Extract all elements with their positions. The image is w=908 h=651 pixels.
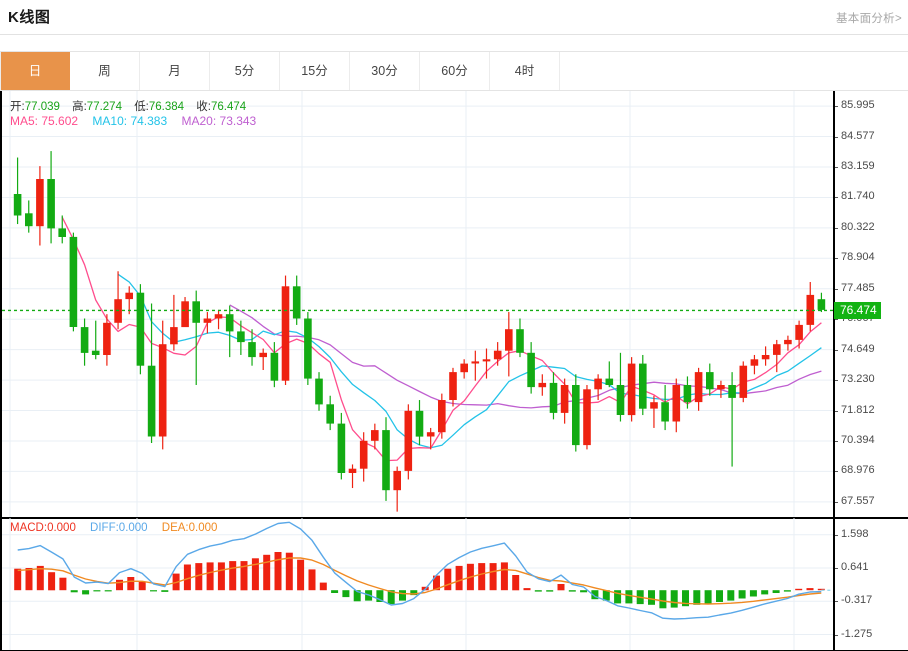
tab-30min[interactable]: 30分	[350, 52, 420, 90]
dea-value: 0.000	[188, 522, 218, 534]
tab-15min[interactable]: 15分	[280, 52, 350, 90]
header-divider	[0, 34, 908, 35]
price-axis-label: 73.230	[841, 373, 875, 386]
price-axis-label: 70.394	[841, 433, 875, 446]
tab-day[interactable]: 日	[0, 52, 70, 90]
ma10-value: 74.383	[130, 114, 168, 128]
fundamental-analysis-link[interactable]: 基本面分析>	[835, 13, 902, 25]
period-tab-bar: 日周月 5分 15分 30分 60分 4时	[0, 51, 908, 91]
widget-header: K线图 基本面分析>	[0, 0, 908, 35]
macd-label: MACD:	[10, 522, 48, 534]
macd-axis-label: -1.275	[841, 627, 873, 640]
price-axis-label: 81.740	[841, 190, 875, 203]
price-axis-tick	[833, 288, 838, 290]
price-axis-tick	[833, 136, 838, 138]
diff-label: DIFF:	[90, 522, 119, 534]
price-axis-tick	[833, 440, 838, 442]
chart-left-border	[0, 91, 2, 651]
tab-60min[interactable]: 60分	[420, 52, 490, 90]
dea-label: DEA:	[161, 522, 189, 534]
macd-axis-label: 0.641	[841, 560, 869, 573]
candlestick-canvas[interactable]	[0, 91, 908, 517]
open-value: 77.039	[24, 101, 60, 113]
price-axis-tick	[833, 471, 838, 473]
price-axis-tick	[833, 166, 838, 168]
price-axis-label: 74.649	[841, 342, 875, 355]
page-title: K线图	[8, 9, 51, 26]
chart-area: 开:77.039 高:77.274 低:76.384 收:76.474 MA5:…	[0, 91, 908, 651]
pane-separator	[0, 517, 908, 519]
ma5-label: MA5:	[10, 114, 39, 128]
high-label: 高:	[72, 101, 87, 113]
price-axis-tick	[833, 227, 838, 229]
low-label: 低:	[134, 101, 149, 113]
tab-bar-filler	[560, 52, 908, 90]
price-axis-label: 84.577	[841, 129, 875, 142]
macd-canvas[interactable]	[0, 518, 908, 651]
price-axis-tick	[833, 380, 838, 382]
ma10-label: MA10:	[92, 114, 128, 128]
macd-axis-tick	[833, 567, 838, 569]
price-axis-tick	[833, 319, 838, 321]
last-price-badge: 76.474	[834, 301, 881, 319]
open-label: 开:	[10, 101, 25, 113]
price-pane: 开:77.039 高:77.274 低:76.384 收:76.474 MA5:…	[0, 91, 908, 517]
axis-divider	[833, 91, 835, 651]
price-axis-label: 78.904	[841, 251, 875, 264]
macd-axis-tick	[833, 634, 838, 636]
close-label: 收:	[196, 101, 211, 113]
macd-value: 0.000	[47, 522, 76, 534]
macd-pane: MACD:0.000 DIFF:0.000 DEA:0.000 1.598 0.6…	[0, 518, 908, 651]
price-axis-tick	[833, 349, 838, 351]
price-axis-tick	[833, 410, 838, 412]
tab-month[interactable]: 月	[140, 52, 210, 90]
tab-5min[interactable]: 5分	[210, 52, 280, 90]
price-axis-tick	[833, 197, 838, 199]
macd-legend: MACD:0.000 DIFF:0.000 DEA:0.000	[10, 522, 228, 534]
tab-week[interactable]: 周	[70, 52, 140, 90]
macd-axis-label: 1.598	[841, 527, 869, 540]
ma20-value: 73.343	[219, 114, 257, 128]
price-axis-tick	[833, 106, 838, 108]
ma5-value: 75.602	[41, 114, 79, 128]
macd-axis-tick	[833, 601, 838, 603]
price-axis-label: 80.322	[841, 220, 875, 233]
tab-4hour[interactable]: 4时	[490, 52, 560, 90]
low-value: 76.384	[148, 101, 185, 113]
ma20-label: MA20:	[181, 114, 217, 128]
price-axis-label: 71.812	[841, 403, 875, 416]
price-axis-label: 85.995	[841, 99, 875, 112]
macd-axis-tick	[833, 534, 838, 536]
price-axis-label: 67.557	[841, 494, 875, 507]
high-value: 77.274	[86, 101, 122, 113]
ma-legend: MA5: 75.602 MA10: 74.383 MA20: 73.343	[10, 114, 267, 128]
price-axis-label: 68.976	[841, 464, 875, 477]
close-value: 76.474	[210, 101, 247, 113]
price-axis-label: 83.159	[841, 159, 875, 172]
price-axis-tick	[833, 258, 838, 260]
chart-bottom-border	[0, 649, 908, 651]
price-axis-tick	[833, 501, 838, 503]
macd-axis-label: -0.317	[841, 594, 873, 607]
price-axis-label: 77.485	[841, 281, 875, 294]
diff-value: 0.000	[118, 522, 148, 534]
ohlc-legend: 开:77.039 高:77.274 低:76.384 收:76.474	[10, 98, 255, 114]
